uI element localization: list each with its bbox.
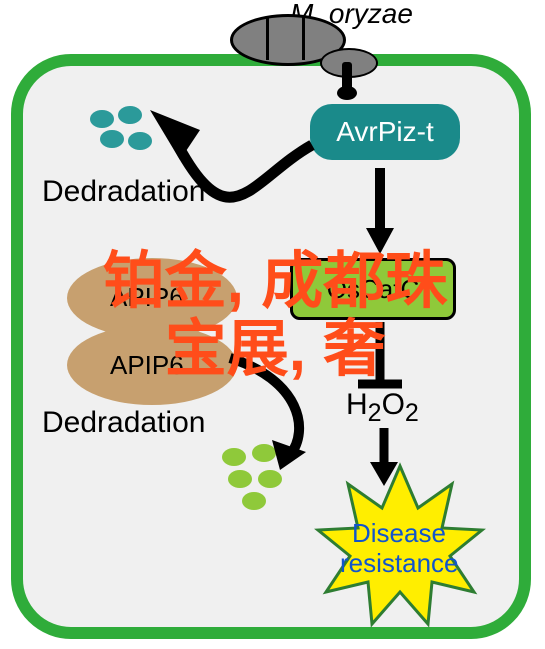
disease-text-1: Disease [352, 518, 446, 549]
overlay-watermark: 铂金, 成都珠 宝展, 奢 [20, 248, 530, 384]
dust-teal [100, 130, 124, 148]
avrpiz-label: AvrPiz-t [336, 116, 434, 148]
spore-septum [266, 17, 269, 60]
dust-green [222, 448, 246, 466]
dust-teal [90, 110, 114, 128]
spore-septum [302, 17, 305, 60]
degradation-label-2: Dedradation [42, 406, 205, 440]
dust-green [252, 444, 276, 462]
overlay-line-2: 宝展, 奢 [20, 316, 530, 384]
disease-text-2: resistance [340, 548, 459, 579]
diagram-canvas: M. oryzae AvrPiz-t Dedradation APIP6 API… [0, 0, 545, 649]
overlay-line-1: 铂金, 成都珠 [20, 248, 530, 316]
dust-green [228, 470, 252, 488]
dust-teal [118, 106, 142, 124]
avrpiz-box: AvrPiz-t [310, 104, 460, 160]
injection-bulb [337, 86, 357, 100]
dust-green [242, 492, 266, 510]
dust-teal [128, 132, 152, 150]
degradation-label-1: Dedradation [42, 175, 205, 209]
dust-green [258, 470, 282, 488]
h2o2-label: H2O2 [346, 388, 419, 428]
